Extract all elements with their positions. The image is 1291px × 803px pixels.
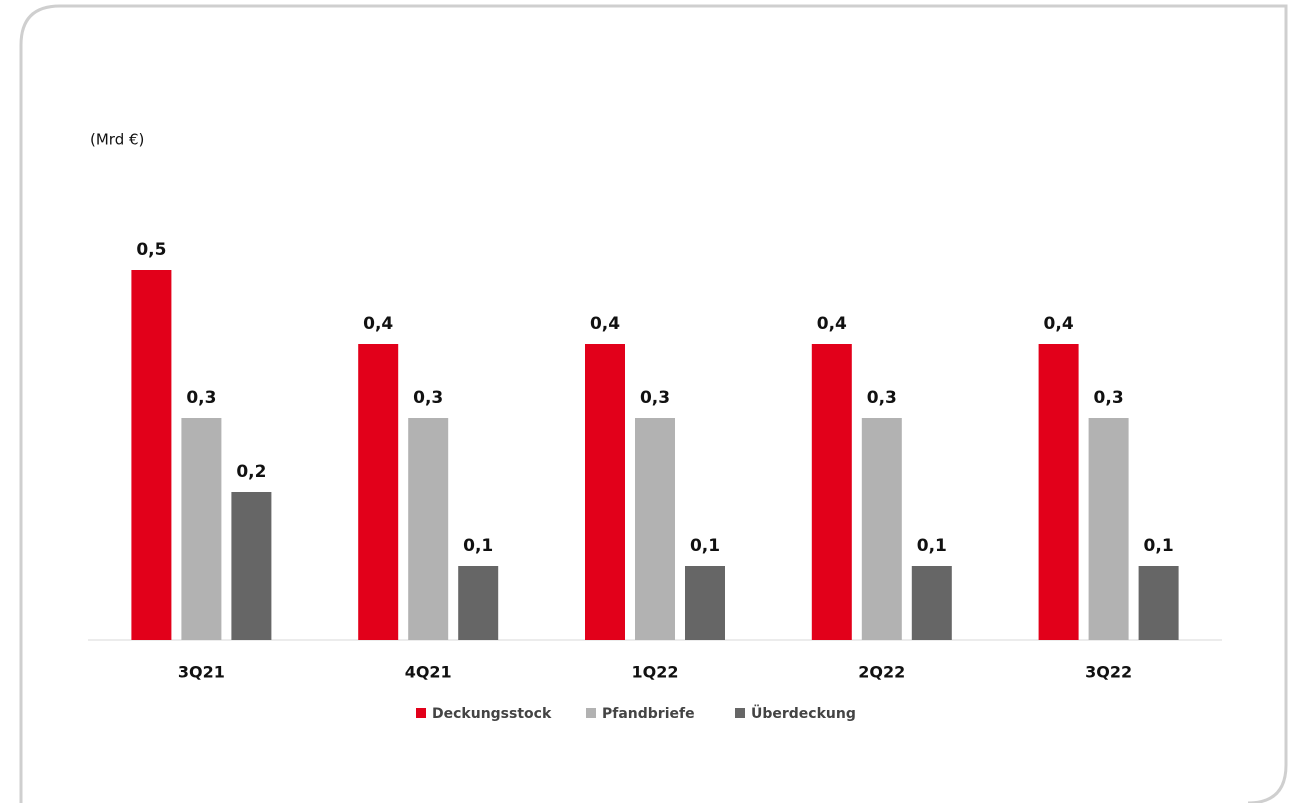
card-border bbox=[19, 4, 1288, 803]
bar bbox=[358, 344, 399, 640]
value-label: 0,3 bbox=[1094, 388, 1124, 408]
bar bbox=[861, 418, 902, 640]
bar bbox=[231, 492, 272, 640]
legend-swatch bbox=[416, 708, 426, 718]
x-tick-label: 3Q22 bbox=[1085, 663, 1132, 682]
value-label: 0,4 bbox=[590, 314, 620, 334]
x-tick-label: 3Q21 bbox=[178, 663, 225, 682]
value-label: 0,4 bbox=[817, 314, 847, 334]
bar bbox=[685, 566, 725, 640]
unit-label: (Mrd €) bbox=[90, 131, 144, 149]
x-tick-label: 2Q22 bbox=[858, 663, 905, 682]
value-label: 0,3 bbox=[867, 388, 897, 408]
bar bbox=[1138, 566, 1179, 640]
value-label: 0,5 bbox=[136, 240, 166, 260]
bar bbox=[635, 418, 675, 640]
bar bbox=[408, 418, 449, 640]
bar bbox=[181, 418, 222, 640]
value-label: 0,4 bbox=[363, 314, 393, 334]
value-label: 0,1 bbox=[917, 536, 947, 556]
legend-swatch bbox=[735, 708, 745, 718]
bar bbox=[458, 566, 499, 640]
legend-label: Pfandbriefe bbox=[602, 706, 695, 722]
value-label: 0,1 bbox=[1144, 536, 1174, 556]
x-tick-label: 4Q21 bbox=[405, 663, 452, 682]
value-label: 0,3 bbox=[186, 388, 216, 408]
bar bbox=[585, 344, 625, 640]
bar bbox=[911, 566, 952, 640]
legend-label: Deckungsstock bbox=[432, 706, 552, 722]
value-label: 0,1 bbox=[690, 536, 720, 556]
value-label: 0,3 bbox=[640, 388, 670, 408]
legend-swatch bbox=[586, 708, 596, 718]
value-label: 0,2 bbox=[236, 462, 266, 482]
bar bbox=[131, 270, 172, 640]
x-tick-label: 1Q22 bbox=[632, 663, 679, 682]
bar bbox=[811, 344, 852, 640]
value-label: 0,3 bbox=[413, 388, 443, 408]
legend-label: Überdeckung bbox=[751, 704, 856, 722]
bar bbox=[1088, 418, 1129, 640]
bar bbox=[1038, 344, 1079, 640]
value-label: 0,1 bbox=[463, 536, 493, 556]
value-label: 0,4 bbox=[1044, 314, 1074, 334]
